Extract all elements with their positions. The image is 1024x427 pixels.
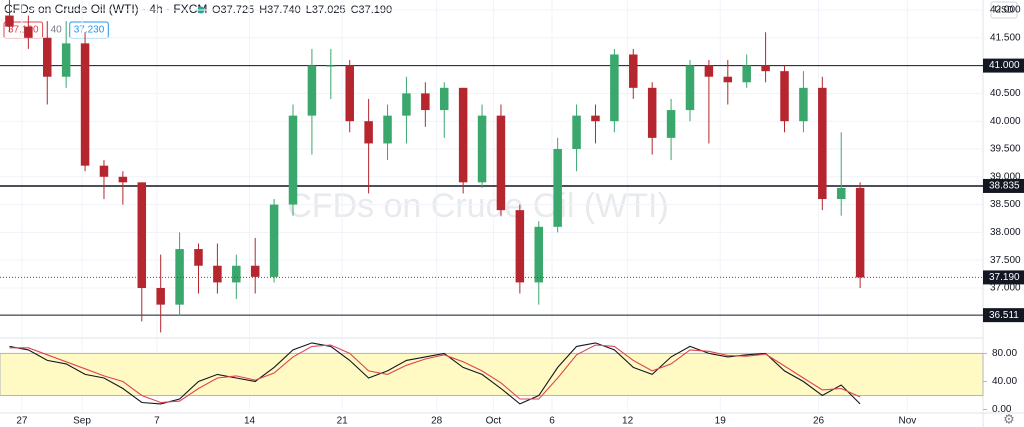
- candle-body: [591, 115, 600, 122]
- currency: USD: [994, 4, 1014, 14]
- x-tick-label: Nov: [898, 416, 916, 427]
- level-tag: [983, 308, 1024, 323]
- y-tick-label: 42.000: [990, 5, 1021, 16]
- candle-body: [24, 26, 33, 38]
- candle-body: [780, 71, 789, 122]
- candle-body: [345, 65, 354, 122]
- candle-body: [685, 65, 695, 111]
- candle-body: [118, 176, 128, 183]
- candle-body: [156, 287, 165, 305]
- candle-body: [307, 65, 317, 116]
- candle-body: [43, 37, 52, 77]
- x-tick-label: Oct: [486, 416, 502, 427]
- candle-body: [288, 115, 298, 205]
- candle-body: [572, 115, 581, 149]
- x-tick-label: 28: [431, 416, 443, 427]
- candle-body: [364, 121, 373, 144]
- candle-body: [80, 43, 90, 166]
- x-tick-label: 21: [337, 416, 349, 427]
- candle-body: [213, 265, 222, 283]
- candle-body: [194, 249, 203, 266]
- candle-body: [175, 249, 184, 305]
- badge: [46, 22, 66, 38]
- level-label: 38.835: [989, 181, 1020, 192]
- candle-body: [439, 87, 449, 111]
- level-label: 41.000: [989, 60, 1020, 71]
- candle-body: [799, 87, 808, 122]
- candle-body: [818, 87, 827, 200]
- y-tick-label: 38.500: [990, 199, 1021, 210]
- candle-body: [402, 93, 411, 116]
- level-tag: [983, 178, 1024, 193]
- x-tick-label: 12: [622, 416, 634, 427]
- candle-body: [647, 87, 657, 138]
- candle-body: [137, 182, 147, 288]
- y-tick-label: 37.000: [990, 283, 1021, 294]
- watermark: CFDs on Crude Oil (WTI): [287, 187, 669, 225]
- candle-body: [704, 65, 714, 77]
- last-price-label: 37.190: [989, 272, 1020, 283]
- y-tick-label: 41.500: [990, 32, 1021, 43]
- candle-body: [421, 93, 430, 111]
- candle-body: [5, 15, 14, 27]
- candle-body: [610, 54, 619, 122]
- x-tick-label: 7: [154, 416, 160, 427]
- last-price-tag: [983, 270, 1024, 285]
- chart-title: CFDs on Crude Oil (WTI) · 4h · FXCM: [4, 2, 207, 16]
- x-tick-label: 26: [813, 416, 825, 427]
- x-tick-label: 14: [244, 416, 256, 427]
- candle-body: [496, 115, 506, 211]
- x-tick-label: 27: [16, 416, 28, 427]
- candle-body: [269, 204, 279, 277]
- y-tick-label: 39.000: [990, 171, 1021, 182]
- y-tick-label: 0.00: [992, 404, 1012, 415]
- y-tick-label: 37.500: [990, 255, 1021, 266]
- candle-body: [742, 65, 751, 83]
- candle-body: [326, 65, 336, 67]
- y-tick-label: 40.00: [992, 376, 1017, 387]
- candle-body: [232, 265, 241, 283]
- badge-text: 37.190: [8, 25, 39, 36]
- candle-body: [250, 265, 260, 277]
- candle-body: [761, 65, 770, 72]
- level-label: 36.511: [989, 310, 1019, 321]
- level-tag: [983, 58, 1024, 73]
- y-tick-label: 39.500: [990, 144, 1021, 155]
- candle-body: [723, 76, 733, 83]
- x-tick-label: 6: [549, 416, 555, 427]
- oscillator-line: [9, 344, 861, 404]
- candle-body: [629, 54, 638, 88]
- candle-body: [534, 226, 544, 283]
- candle-body: [383, 115, 392, 144]
- y-tick-label: 40.000: [990, 116, 1021, 127]
- candle-body: [61, 43, 71, 77]
- y-tick-label: 80.00: [992, 348, 1017, 359]
- candle-body: [458, 87, 468, 183]
- settings-icon[interactable]: ⚙: [1003, 411, 1015, 426]
- candle-body: [836, 187, 846, 200]
- y-tick-label: 38.000: [990, 227, 1021, 238]
- badge-text: 37.230: [74, 25, 105, 36]
- badge-text: 40: [51, 25, 63, 36]
- candle-body: [553, 148, 562, 227]
- currency-box[interactable]: [990, 1, 1018, 19]
- candle-body: [99, 165, 109, 177]
- candle-body: [515, 210, 525, 283]
- x-tick-label: 19: [715, 416, 727, 427]
- x-tick-label: Sep: [73, 416, 91, 427]
- candle-body: [666, 110, 676, 138]
- candle-body: [855, 187, 865, 278]
- y-tick-label: 40.500: [990, 88, 1021, 99]
- oscillator-line: [9, 342, 861, 405]
- candle-body: [477, 115, 487, 183]
